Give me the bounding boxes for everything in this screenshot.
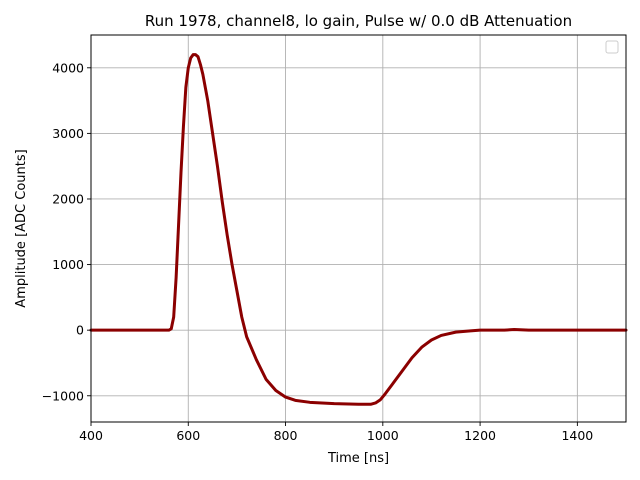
x-tick-label: 1200 [464,428,496,443]
x-tick-label: 1400 [561,428,593,443]
x-tick-label: 800 [274,428,298,443]
grid [90,35,626,422]
x-tick-label: 400 [79,428,103,443]
series-layer [89,53,628,406]
y-tick-label: 4000 [52,60,84,75]
y-tick-label: 2000 [52,191,84,206]
legend [605,40,619,54]
y-axis-label: Amplitude [ADC Counts] [14,149,29,307]
chart-title: Run 1978, channel8, lo gain, Pulse w/ 0.… [145,12,572,30]
ticks: 400 600 800 1000 1200 1400 −1000 0 1000 2000 3000 4… [42,60,594,443]
x-tick-label: 1000 [367,428,399,443]
y-tick-label: 3000 [52,126,84,141]
y-tick-label: 1000 [52,257,84,272]
legend-box [605,40,619,54]
y-tick-label: −1000 [42,388,84,403]
x-axis-label: Time [ns] [327,451,389,466]
y-tick-label: 0 [76,323,84,338]
plot-frame [90,34,627,423]
x-tick-label: 600 [176,428,200,443]
series-line-0 [89,53,628,406]
